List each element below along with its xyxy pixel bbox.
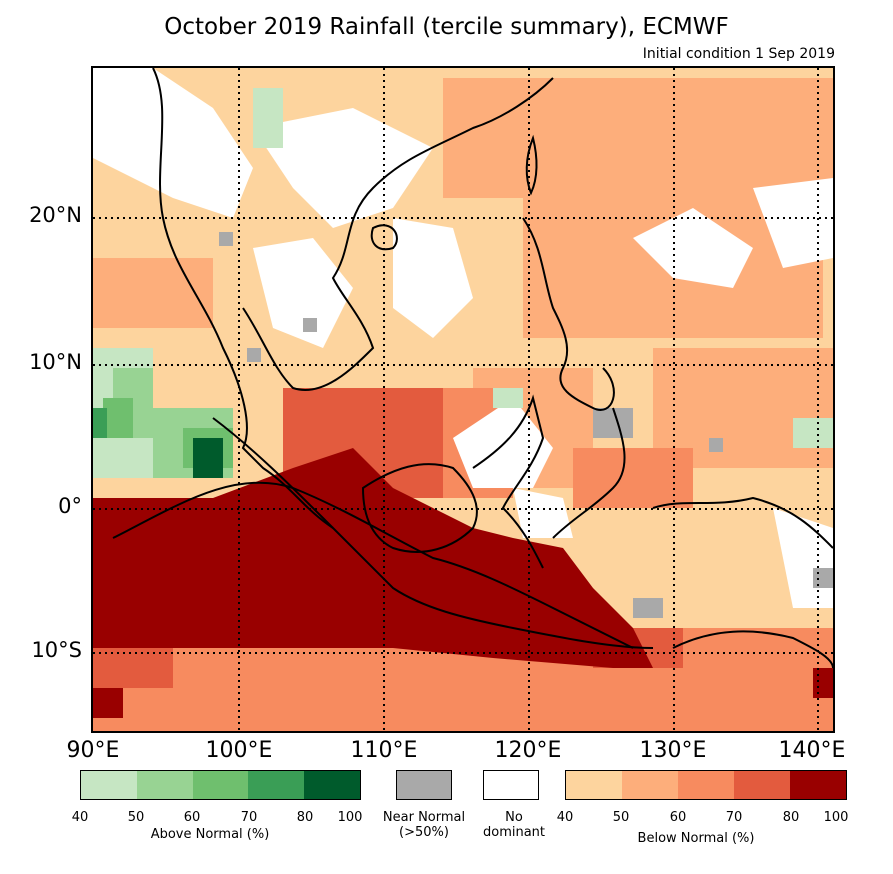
graticule [93, 68, 833, 731]
above-normal-colorbar [80, 770, 361, 800]
above-tick-100: 100 [337, 810, 363, 825]
no-dominant-caption: No dominant [482, 810, 546, 840]
above-normal-50-swatch [136, 771, 193, 799]
above-normal-70-swatch [248, 771, 305, 799]
below-normal-70-swatch [734, 771, 790, 799]
below-normal-60-swatch [678, 771, 734, 799]
above-normal-caption: Above Normal (%) [150, 827, 270, 842]
below-normal-colorbar [565, 770, 847, 800]
below-normal-50-swatch [622, 771, 678, 799]
lat-label-10s: 10°S [31, 638, 82, 662]
map-title: October 2019 Rainfall (tercile summary),… [164, 14, 729, 40]
below-tick-60: 60 [669, 810, 687, 825]
near-normal-swatch [396, 770, 452, 800]
near-normal-cells [219, 232, 833, 618]
lat-label-0: 0° [58, 494, 82, 518]
no-dominant-swatch [483, 770, 539, 800]
above-normal-areas [93, 88, 833, 478]
no-dominant-areas [93, 68, 833, 608]
below-normal-80-swatch [790, 771, 846, 799]
lon-label-140e: 140°E [778, 738, 846, 763]
near-normal-caption: Near Normal (>50%) [382, 810, 466, 840]
below-tick-50: 50 [612, 810, 630, 825]
above-normal-40-swatch [81, 771, 137, 799]
above-normal-60-swatch [192, 771, 249, 799]
above-tick-60: 60 [183, 810, 201, 825]
below-normal-caption: Below Normal (%) [637, 831, 755, 846]
below-tick-70: 70 [725, 810, 743, 825]
below-normal-40-swatch [566, 771, 622, 799]
lat-label-10n: 10°N [29, 350, 82, 374]
below-tick-80: 80 [782, 810, 800, 825]
above-tick-80: 80 [296, 810, 314, 825]
lon-label-100e: 100°E [205, 738, 273, 763]
lon-label-90e: 90°E [66, 738, 120, 763]
map-canvas [93, 68, 833, 731]
lat-label-20n: 20°N [29, 203, 82, 227]
coastlines [112, 68, 833, 669]
above-tick-50: 50 [127, 810, 145, 825]
lon-label-130e: 130°E [639, 738, 707, 763]
lon-label-110e: 110°E [350, 738, 418, 763]
below-tick-40: 40 [556, 810, 574, 825]
lon-label-120e: 120°E [494, 738, 562, 763]
map-panel [91, 66, 835, 733]
below-tick-100: 100 [823, 810, 849, 825]
above-tick-70: 70 [240, 810, 258, 825]
above-normal-80-swatch [304, 771, 360, 799]
above-tick-40: 40 [71, 810, 89, 825]
map-subtitle: Initial condition 1 Sep 2019 [642, 46, 835, 62]
